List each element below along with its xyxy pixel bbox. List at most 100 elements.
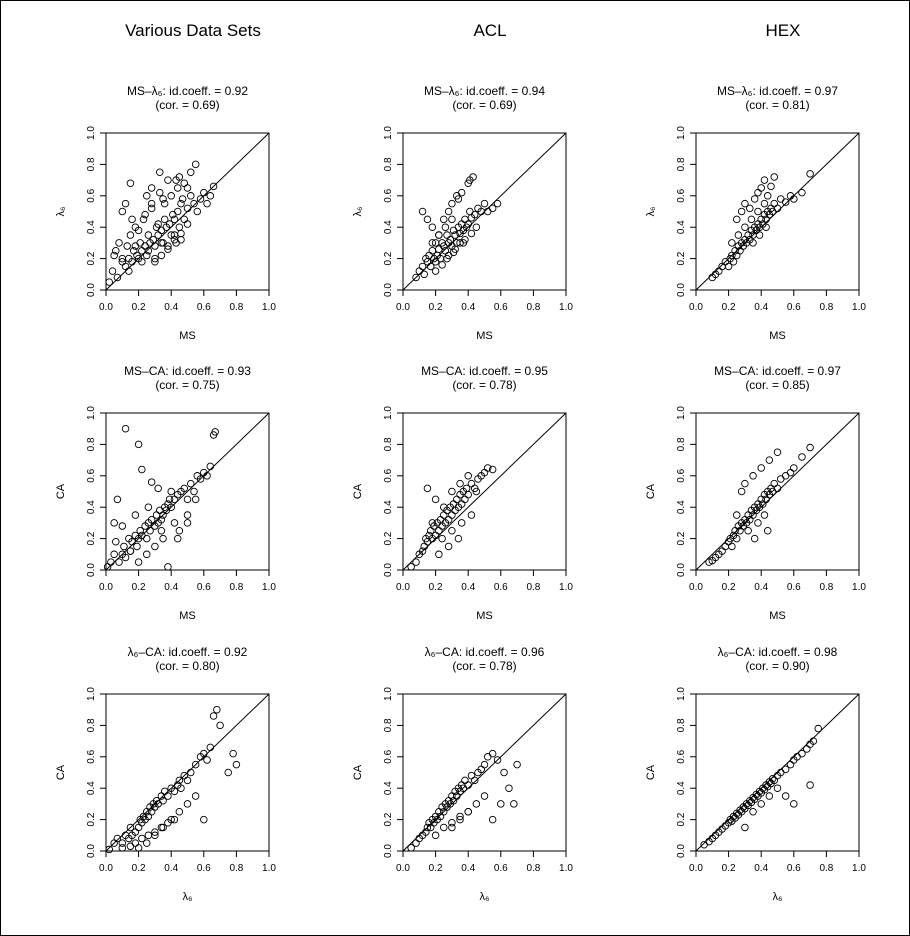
scatter-point [136, 239, 144, 247]
scatter-point [133, 542, 141, 551]
scatter-point [729, 257, 738, 266]
scatter-point [121, 199, 130, 208]
x-axis-label: λ₆ [183, 891, 193, 903]
scatter-point [173, 534, 182, 543]
scatter-panel-r3c1: λ₆–CA: id.coeff. = 0.92(cor. = 0.80)0.0 0… [55, 645, 276, 903]
scatter-point [747, 215, 756, 224]
x-tick-label: 0.4 [754, 302, 768, 313]
scatter-point [773, 448, 782, 457]
scatter-point [464, 220, 472, 228]
y-tick-label: 1.0 [383, 406, 394, 420]
scatter-point [144, 231, 153, 239]
x-tick-label: 0.0 [689, 863, 703, 874]
scatter-point [412, 839, 420, 847]
scatter-point [765, 792, 774, 800]
scatter-point [448, 511, 456, 519]
y-axis-label: CA [352, 483, 364, 499]
scatter-point [183, 220, 192, 228]
scatter-point [131, 839, 140, 847]
panel-subtitle: (cor. = 0.78) [452, 378, 516, 392]
x-axis-label: MS [476, 610, 493, 622]
scatter-point [170, 787, 179, 796]
scatter-point [177, 784, 185, 792]
panel-title: λ₆–CA: id.coeff. = 0.92 [128, 645, 248, 659]
x-tick-label: 0.8 [819, 863, 833, 874]
x-tick-label: 0.2 [429, 863, 443, 874]
identity-line [105, 412, 270, 571]
scatter-point [472, 800, 481, 808]
scatter-point [121, 262, 130, 271]
y-tick-label: 0.2 [383, 812, 394, 826]
x-tick-label: 0.8 [526, 302, 540, 313]
scatter-point [440, 215, 448, 224]
scatter-point [484, 207, 492, 216]
scatter-point [767, 182, 775, 191]
scatter-point [741, 199, 749, 208]
x-tick-label: 0.6 [197, 863, 211, 874]
scatter-point [754, 207, 762, 216]
scatter-point [209, 712, 218, 720]
scatter-point [798, 453, 806, 461]
scatter-point [134, 440, 143, 449]
scatter-point [480, 760, 489, 769]
x-tick-label: 0.2 [722, 582, 736, 593]
scatter-point [167, 487, 175, 496]
plot-box [105, 412, 270, 571]
scatter-point [755, 231, 764, 239]
x-tick-label: 1.0 [262, 302, 276, 313]
scatter-point [134, 558, 143, 566]
y-axis-label: CA [55, 764, 67, 780]
scatter-point [146, 527, 154, 535]
scatter-point [206, 462, 215, 471]
panel-subtitle: (cor. = 0.90) [745, 659, 809, 673]
scatter-point [164, 792, 172, 800]
scatter-point [118, 839, 127, 847]
y-tick-label: 0.4 [86, 500, 97, 514]
x-tick-label: 0.0 [396, 582, 410, 593]
scatter-point [165, 495, 174, 504]
scatter-point [157, 527, 166, 535]
x-tick-label: 0.0 [396, 863, 410, 874]
scatter-point [170, 519, 179, 527]
y-tick-label: 0.6 [383, 749, 394, 763]
x-tick-label: 0.4 [754, 582, 768, 593]
scatter-point [457, 188, 466, 197]
plot-box [402, 132, 567, 291]
y-tick-label: 0.8 [86, 718, 97, 732]
scatter-point [781, 765, 790, 774]
scatter-point [806, 781, 814, 789]
y-tick-label: 0.8 [383, 157, 394, 171]
y-axis-label: CA [645, 483, 657, 499]
scatter-point [187, 168, 195, 176]
scatter-point [781, 792, 790, 800]
x-tick-label: 0.0 [396, 302, 410, 313]
y-tick-label: 0.6 [676, 468, 687, 482]
scatter-point [121, 553, 130, 562]
scatter-point [128, 537, 136, 546]
panel-title-pair: MS–CA [124, 364, 165, 378]
scatter-point [138, 834, 146, 843]
scatter-point [456, 812, 464, 821]
y-tick-label: 0.2 [86, 251, 97, 265]
x-tick-label: 1.0 [852, 302, 866, 313]
scatter-point [183, 776, 192, 785]
scatter-point [733, 215, 741, 224]
scatter-point [472, 487, 481, 496]
x-tick-label: 0.8 [229, 302, 243, 313]
scatter-point [123, 242, 131, 250]
scatter-panel-r2c3: MS–CA: id.coeff. = 0.97(cor. = 0.85)0.0 0… [645, 364, 866, 622]
scatter-point [448, 823, 456, 832]
scatter-point [505, 784, 513, 792]
scatter-point [136, 527, 144, 535]
scatter-point [459, 239, 468, 247]
scatter-point [467, 771, 476, 780]
x-tick-label: 0.0 [689, 582, 703, 593]
scatter-point [777, 475, 785, 483]
y-tick-label: 0.2 [383, 251, 394, 265]
column-title-hex: HEX [765, 21, 801, 40]
x-axis-label: MS [476, 330, 493, 342]
panel-title-stat: : id.coeff. = 0.95 [462, 364, 548, 378]
x-tick-label: 1.0 [262, 582, 276, 593]
scatter-point [131, 511, 140, 519]
scatter-point [200, 749, 208, 758]
